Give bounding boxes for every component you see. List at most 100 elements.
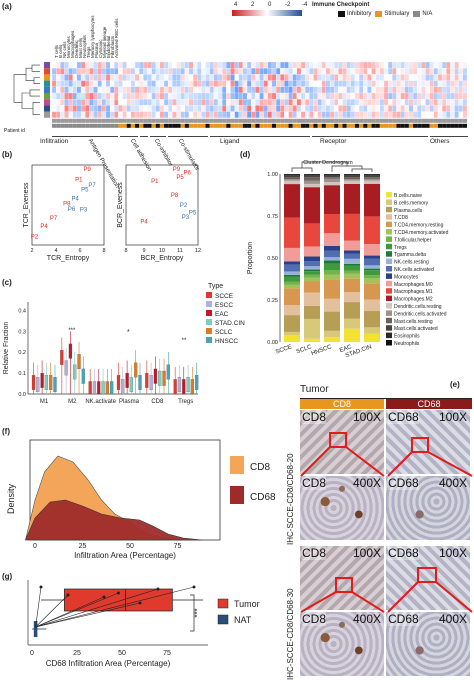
stack-segment bbox=[344, 250, 360, 254]
checkpoint-cell bbox=[421, 123, 426, 128]
checkpoint-cell bbox=[52, 123, 57, 128]
annotation-cell bbox=[346, 118, 351, 123]
stack-segment bbox=[284, 284, 300, 289]
celltype-legend-label: NK.cells.resting bbox=[394, 260, 429, 266]
box-scce bbox=[145, 372, 149, 388]
x-tick-label: 50 bbox=[126, 543, 134, 550]
ihc-stain-label: CD8 bbox=[302, 476, 327, 490]
checkpoint-cell bbox=[354, 123, 360, 128]
checkpoint-cell bbox=[454, 123, 459, 128]
patient-color-cell bbox=[44, 68, 50, 75]
checkpoint-cell bbox=[309, 123, 314, 128]
legend-swatch bbox=[413, 11, 421, 17]
stack-segment bbox=[364, 255, 380, 259]
group-label: Infiltration bbox=[40, 138, 69, 145]
scatter-point-label: P5 bbox=[176, 175, 184, 181]
checkpoint-cell bbox=[462, 123, 467, 128]
stack-segment bbox=[324, 263, 340, 270]
x-tick-label: 75 bbox=[174, 543, 182, 550]
celltype-legend-swatch bbox=[386, 243, 392, 250]
annotation-cell bbox=[271, 118, 277, 123]
ihc-stain-label: CD68 bbox=[388, 546, 419, 560]
box-escc bbox=[36, 377, 40, 393]
checkpoint-cell bbox=[346, 123, 351, 128]
stack-segment bbox=[364, 177, 380, 179]
checkpoint-cell bbox=[105, 123, 111, 128]
box-eac bbox=[125, 372, 129, 388]
type-legend-swatch bbox=[206, 301, 212, 307]
x-axis-label: TCR_Entropy bbox=[47, 255, 90, 262]
checkpoint-cell bbox=[197, 123, 202, 128]
checkpoint-cell bbox=[205, 123, 210, 128]
stack-segment bbox=[284, 315, 300, 332]
annotation-cell bbox=[305, 118, 310, 123]
annotation-cell bbox=[209, 118, 214, 123]
y-tick-label: 0.25 bbox=[267, 298, 278, 304]
paired-line bbox=[35, 592, 119, 628]
checkpoint-cell bbox=[292, 123, 297, 128]
checkpoint-cell bbox=[384, 123, 389, 128]
checkpoint-cell bbox=[247, 123, 252, 128]
density-legend-swatch bbox=[230, 456, 244, 474]
type-legend-swatch bbox=[206, 292, 212, 298]
cd68-column-header: CD68 bbox=[386, 399, 472, 409]
checkpoint-cell bbox=[101, 123, 106, 128]
type-legend-swatch bbox=[206, 319, 212, 325]
celltype-legend-swatch bbox=[386, 221, 392, 228]
annotation-cell bbox=[238, 118, 243, 123]
annotation-cell bbox=[255, 118, 260, 123]
celltype-legend-swatch bbox=[386, 303, 392, 309]
celltype-legend-label: T.CD8 bbox=[394, 215, 408, 221]
annotation-cell bbox=[280, 118, 285, 123]
annotation-cell bbox=[222, 118, 227, 123]
scatter-point-label: P2 bbox=[180, 203, 188, 209]
checkpoint-cell bbox=[159, 123, 165, 128]
ihc-magnification-label: 100X bbox=[438, 410, 467, 424]
ihc-image-tile: CD68 400X bbox=[386, 612, 470, 676]
annotation-cell bbox=[259, 118, 264, 123]
stack-segment bbox=[304, 223, 320, 247]
annotation-cell bbox=[147, 118, 152, 123]
x-tick-label: 75 bbox=[163, 650, 171, 657]
stack-segment bbox=[304, 277, 320, 282]
annotation-cell bbox=[284, 118, 289, 123]
checkpoint-cell bbox=[218, 123, 223, 128]
checkpoint-cell bbox=[230, 123, 235, 128]
scatter-point-label: P9 bbox=[84, 167, 92, 173]
x-axis-label: CD68 Infiltration Area (Percentage) bbox=[46, 659, 171, 668]
annotation-cell bbox=[168, 118, 173, 123]
stack-segment bbox=[324, 298, 340, 312]
checkpoint-cell bbox=[68, 123, 73, 128]
cd8-column-header: CD8 bbox=[300, 399, 384, 409]
g-legend-swatch bbox=[217, 614, 229, 625]
paired-line bbox=[35, 586, 195, 628]
type-legend-label: EAC bbox=[215, 311, 229, 318]
annotation-cell bbox=[85, 118, 90, 123]
checkpoint-cell bbox=[114, 123, 119, 128]
checkpoint-cell bbox=[313, 123, 318, 128]
y-axis-label: Relative Fraction bbox=[3, 322, 10, 375]
annotation-cell bbox=[230, 118, 235, 123]
stack-segment bbox=[284, 217, 300, 248]
group-bracket bbox=[430, 136, 468, 137]
patient-color-cell bbox=[44, 80, 50, 87]
group-label: Receptor bbox=[320, 138, 347, 145]
paired-point bbox=[116, 591, 120, 595]
stack-segment bbox=[304, 281, 320, 293]
x-tick-label: M2 bbox=[68, 399, 77, 405]
checkpoint-cell bbox=[429, 123, 434, 128]
stack-segment bbox=[344, 183, 360, 214]
type-legend-label: STAD.CIN bbox=[215, 320, 245, 327]
celltype-legend-swatch bbox=[386, 192, 392, 198]
stack-segment bbox=[364, 244, 380, 256]
box-hnscc bbox=[138, 375, 142, 390]
stack-segment bbox=[284, 184, 300, 218]
annotation-cell bbox=[197, 118, 202, 123]
panel-e-label: (e) bbox=[450, 380, 460, 389]
checkpoint-cell bbox=[188, 123, 194, 128]
annotation-cell bbox=[292, 118, 297, 123]
checkpoint-cell bbox=[72, 123, 77, 128]
stack-segment bbox=[324, 330, 340, 338]
stack-segment bbox=[344, 240, 360, 251]
box-hnscc bbox=[110, 381, 114, 395]
